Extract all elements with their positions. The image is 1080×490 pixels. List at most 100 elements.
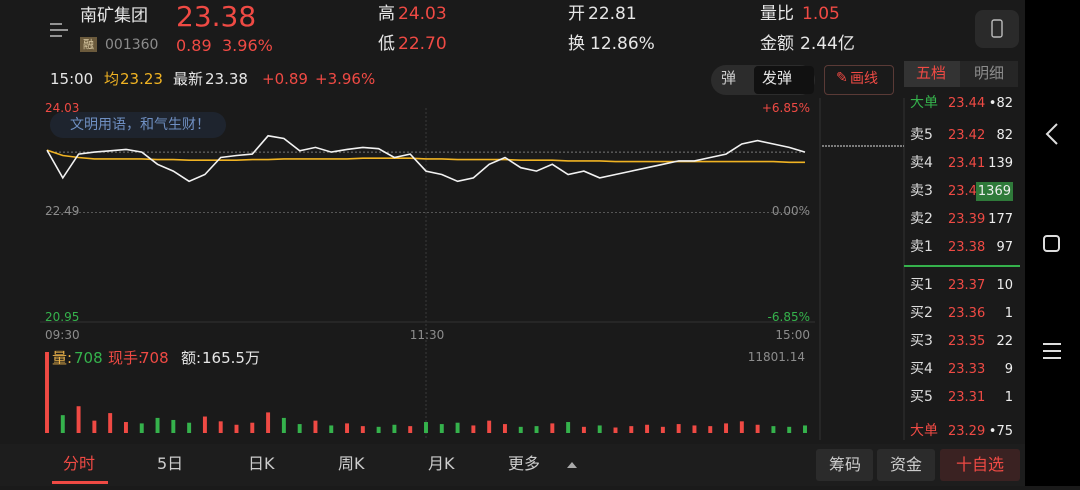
- book-volume: 1: [1004, 306, 1013, 321]
- bottom-tab[interactable]: 日K: [248, 454, 275, 473]
- volume-bar: [329, 425, 334, 433]
- book-price: 23.35: [948, 334, 986, 349]
- volume-bar: [787, 426, 792, 433]
- more-arrow[interactable]: [565, 460, 579, 470]
- book-label: 买1: [910, 277, 933, 293]
- draw-button-frame: [824, 65, 894, 95]
- price-tick-label: 20.95: [45, 310, 79, 324]
- bottom-tab[interactable]: 5日: [157, 454, 184, 473]
- book-label: 买3: [910, 333, 933, 349]
- fund-button[interactable]: 资金: [890, 455, 923, 474]
- volume-bar: [692, 425, 697, 433]
- book-label: 卖4: [910, 155, 933, 171]
- volume-bar: [360, 426, 365, 433]
- volume-bar: [45, 352, 49, 433]
- volume-bar: [455, 422, 460, 433]
- volume-bar: [187, 422, 192, 433]
- book-tab[interactable]: 明细: [974, 64, 1005, 82]
- volume-info: 现手:: [108, 349, 143, 367]
- stat-value: 22.81: [588, 4, 637, 24]
- volume-bar: [534, 426, 539, 433]
- back-icon[interactable]: [1045, 123, 1058, 145]
- home-icon[interactable]: [1043, 235, 1060, 252]
- time: 15:00: [50, 70, 94, 88]
- bottom-tab[interactable]: 月K: [428, 454, 455, 473]
- pct-tick-label: 0.00%: [772, 204, 810, 218]
- volume-max-label: 11801.14: [748, 350, 805, 364]
- volume-info: 量:: [52, 349, 72, 367]
- volume-bar: [139, 423, 144, 433]
- book-label: 卖5: [910, 127, 933, 143]
- book-volume: 82: [996, 128, 1013, 143]
- volume-bar: [708, 426, 713, 433]
- volume-bar: [155, 417, 160, 433]
- volume-bar: [676, 424, 681, 433]
- volume-info: 708: [140, 349, 169, 367]
- stat-value: 24.03: [398, 4, 447, 24]
- book-tab[interactable]: 五档: [916, 64, 947, 82]
- volume-bar: [439, 424, 444, 433]
- book-tab-active: [904, 61, 960, 87]
- stat-label: 开: [568, 4, 585, 24]
- book-price: 23.38: [948, 240, 986, 255]
- book-price: 23.29: [948, 424, 986, 439]
- volume-bar: [408, 426, 413, 433]
- volume-bar: [171, 419, 176, 433]
- volume-bar: [376, 426, 381, 433]
- book-price: 23.39: [948, 212, 986, 227]
- book-price: 23.41: [948, 156, 986, 171]
- bottom-tab[interactable]: 更多: [508, 454, 541, 473]
- book-volume: 22: [996, 334, 1013, 349]
- volume-bar: [297, 424, 302, 433]
- comment-pill[interactable]: [50, 112, 226, 138]
- volume-bar: [123, 422, 128, 433]
- pct-tick-label: +6.85%: [762, 101, 810, 115]
- price-line: [46, 134, 806, 183]
- volume-bar: [550, 423, 555, 433]
- volume-bar: [739, 421, 744, 433]
- volume-bar: [281, 417, 286, 433]
- latest-label: 最新: [173, 70, 204, 88]
- book-price: 23.36: [948, 306, 986, 321]
- book-volume: 177: [988, 212, 1013, 227]
- recent-icon[interactable]: [1043, 343, 1061, 359]
- volume-info: 708: [74, 349, 103, 367]
- stock-code: 001360: [105, 37, 159, 53]
- volume-bar: [613, 427, 618, 433]
- volume-bar: [660, 426, 665, 433]
- volume-bar: [771, 426, 776, 433]
- margin-tag: 融: [80, 37, 97, 52]
- book-price: 23.44: [948, 96, 986, 111]
- bottom-tab[interactable]: 周K: [338, 454, 365, 473]
- book-label: 卖3: [910, 183, 933, 199]
- comment-placeholder[interactable]: 文明用语，和气生财！: [70, 117, 210, 133]
- stat-value: 22.70: [398, 34, 447, 54]
- menu-icon[interactable]: [48, 20, 70, 40]
- book-price: 23.31: [948, 390, 986, 405]
- chip-button[interactable]: 筹码: [829, 455, 862, 474]
- watchlist-button[interactable]: 十自选: [956, 455, 1005, 474]
- book-label: 买2: [910, 305, 933, 321]
- volume-bar: [392, 424, 397, 433]
- danmu-toggle[interactable]: 弹: [721, 69, 737, 87]
- avg-value: 23.23: [120, 70, 163, 88]
- stat-label: 金额: [760, 34, 794, 54]
- send-danmu[interactable]: 发弹: [762, 69, 793, 87]
- device-button[interactable]: [975, 10, 1019, 48]
- change-pct: +3.96%: [315, 70, 376, 88]
- volume-bar: [645, 424, 650, 433]
- bottom-tab[interactable]: 分时: [63, 454, 96, 473]
- draw-button[interactable]: 画线: [850, 71, 878, 87]
- book-volume: 10: [996, 278, 1013, 293]
- book-label: 大单: [910, 95, 938, 111]
- stat-value: 12.86%: [590, 34, 655, 54]
- book-price: 23.37: [948, 278, 986, 293]
- volume-bar: [755, 424, 760, 433]
- volume-bar: [60, 415, 65, 433]
- price-tick-label: 22.49: [45, 204, 79, 218]
- book-volume: 1: [1004, 390, 1013, 405]
- button-bg: [940, 449, 1020, 481]
- button-bg: [816, 449, 873, 481]
- volume-bar: [234, 424, 239, 433]
